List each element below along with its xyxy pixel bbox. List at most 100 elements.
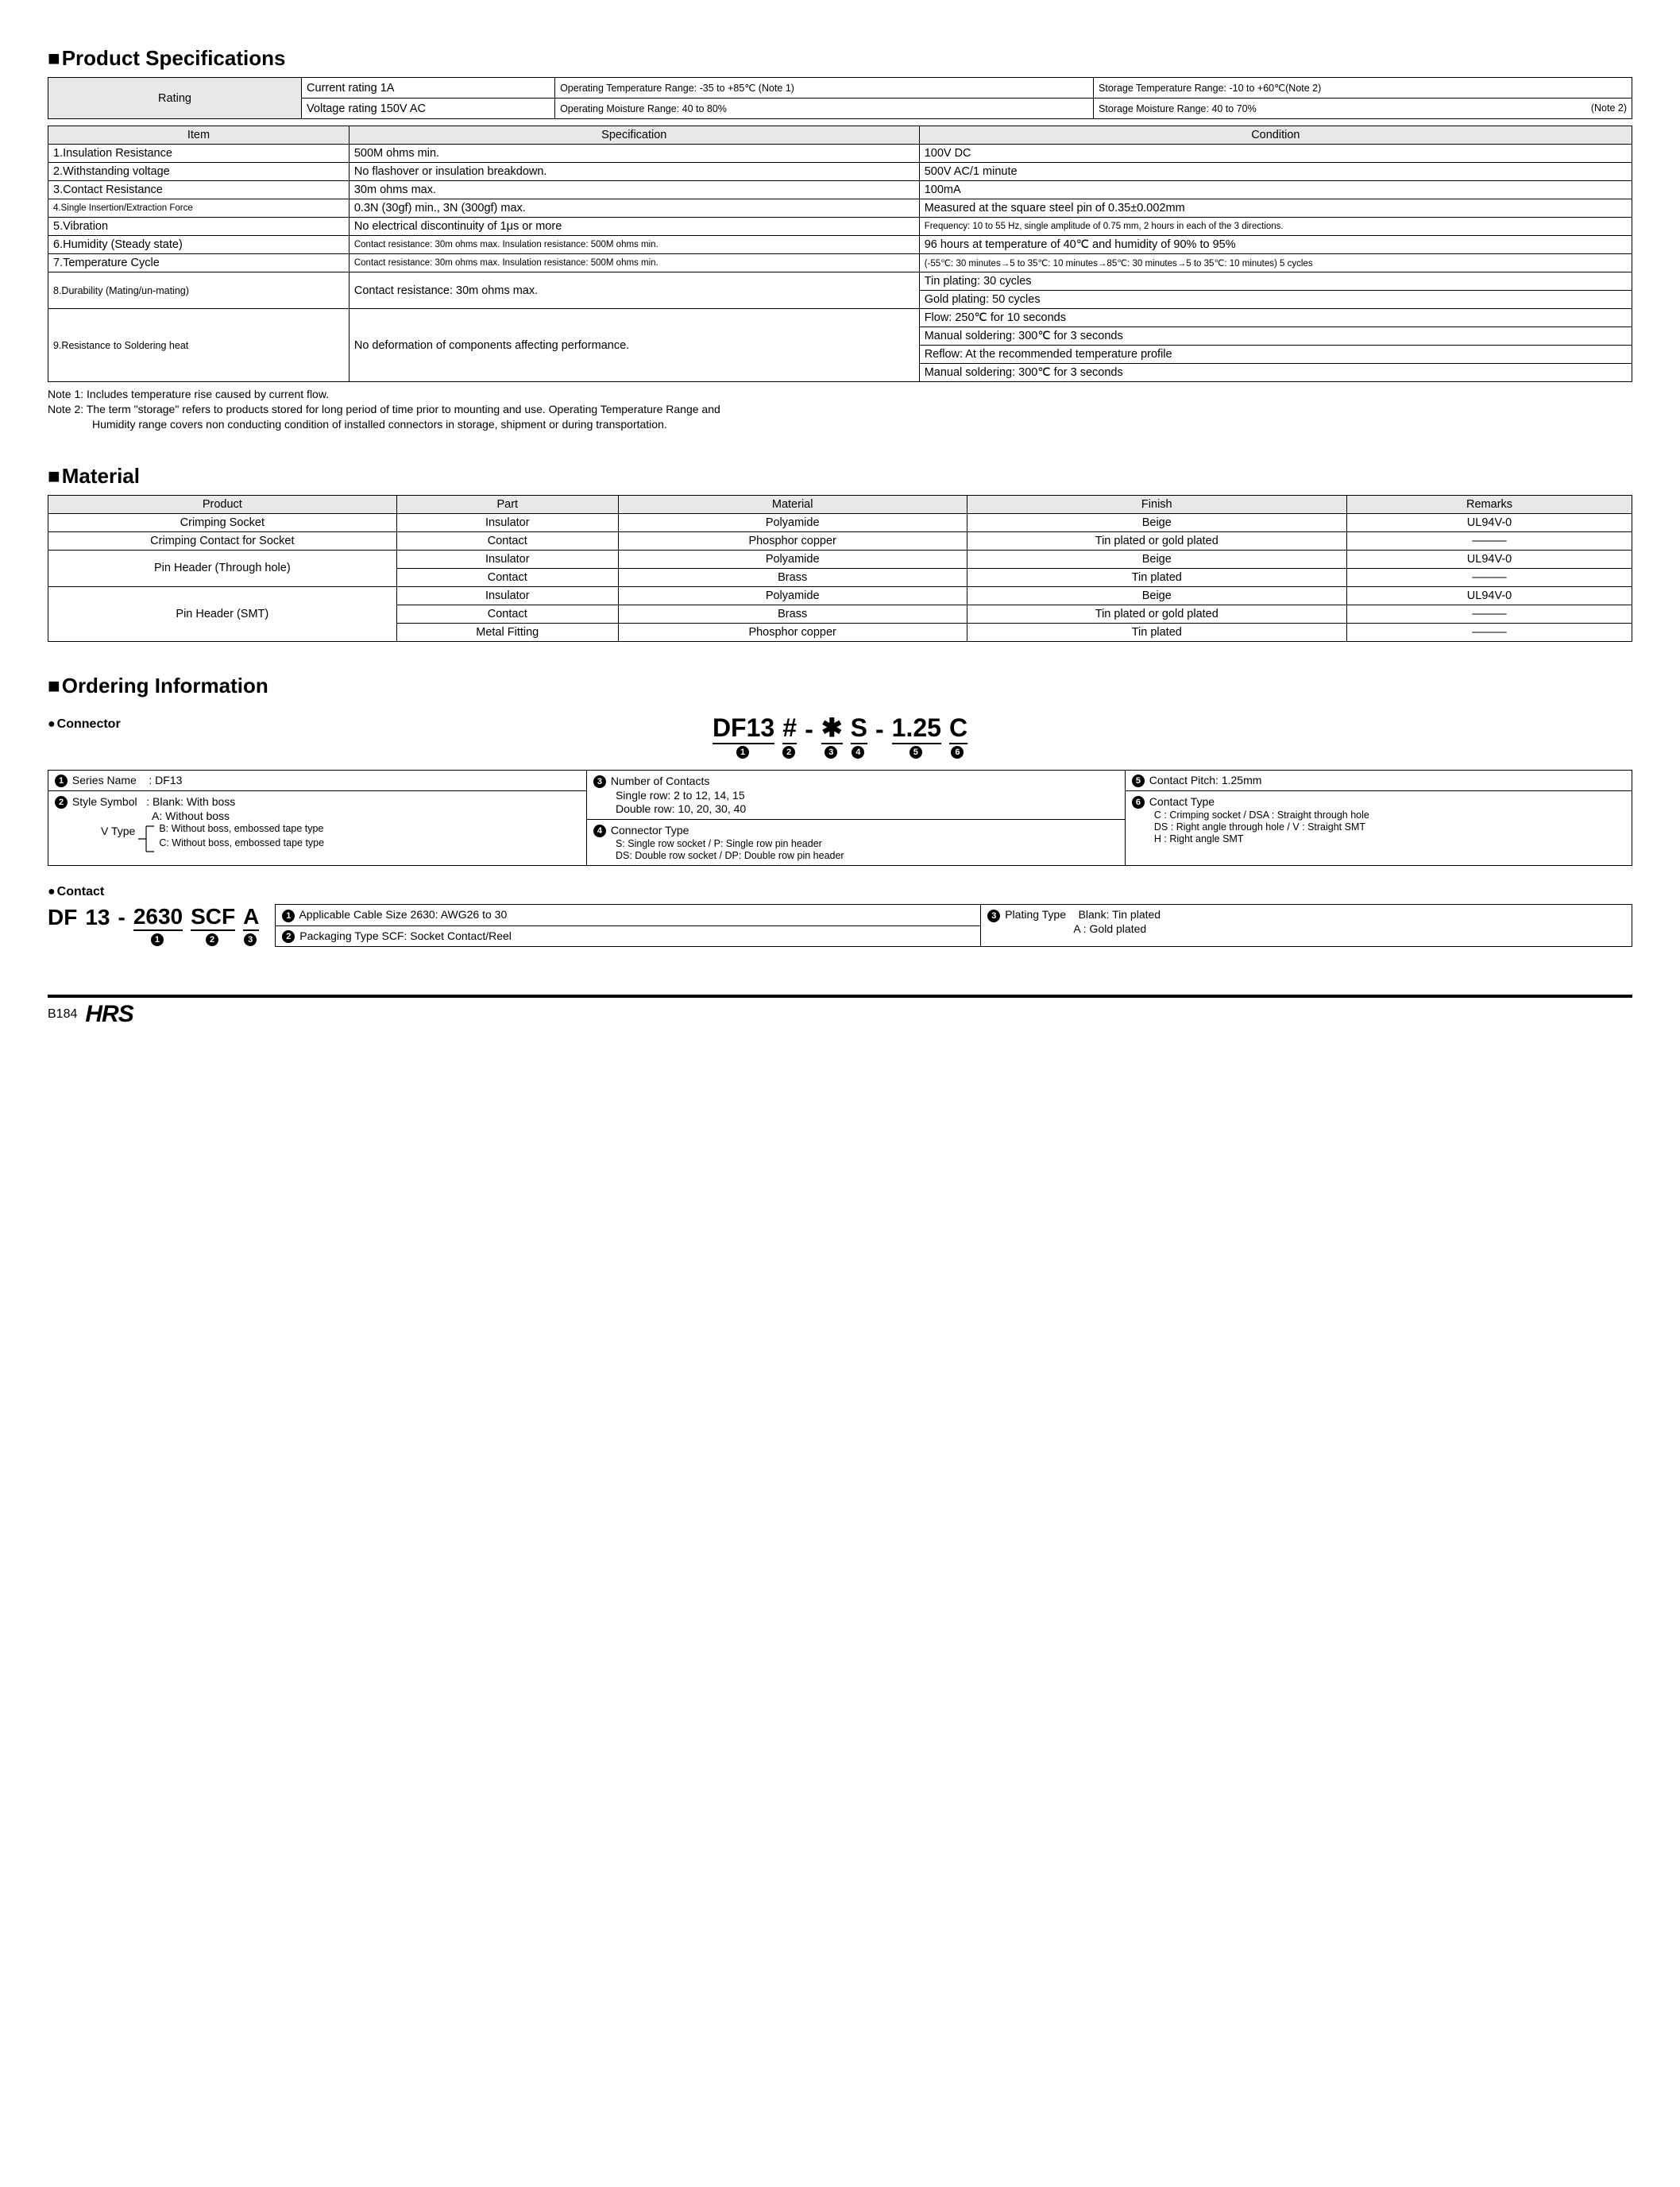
mat-cell: ——— [1347,568,1632,586]
rating-cell: Operating Temperature Range: -35 to +85℃… [555,78,1094,99]
note-1: Note 1: Includes temperature rise caused… [48,387,1632,402]
mat-cell: Tin plated [967,568,1347,586]
spec-item: 3.Contact Resistance [48,181,350,199]
spec-cond: Manual soldering: 300℃ for 3 seconds [919,327,1632,346]
mat-cell: Insulator [396,550,618,568]
spec-spec: Contact resistance: 30m ohms max. Insula… [349,236,919,254]
bracket-icon [135,823,159,855]
spec-cond: Tin plating: 30 cycles [919,272,1632,291]
legend-cell: 2 Packaging Type SCF: Socket Contact/Ree… [276,925,981,946]
spec-item: 9.Resistance to Soldering heat [48,309,350,382]
rating-cell: Operating Moisture Range: 40 to 80% [555,99,1094,119]
spec-spec: 30m ohms max. [349,181,919,199]
mat-cell: Phosphor copper [618,623,967,641]
mat-cell: Pin Header (SMT) [48,586,397,641]
note-2b: Humidity range covers non conducting con… [48,417,1632,432]
th-cond: Condition [919,126,1632,145]
spec-cond: Manual soldering: 300℃ for 3 seconds [919,364,1632,382]
spec-cond: Gold plating: 50 cycles [919,291,1632,309]
th: Finish [967,495,1347,513]
mat-cell: Polyamide [618,513,967,531]
mat-cell: ——— [1347,605,1632,623]
mat-cell: Beige [967,550,1347,568]
spec-spec: Contact resistance: 30m ohms max. [349,272,919,309]
legend-cell: 3 Number of Contacts Single row: 2 to 12… [586,770,1125,819]
contact-legend-table: 1 Applicable Cable Size 2630: AWG26 to 3… [275,904,1632,947]
spec-cond: 96 hours at temperature of 40℃ and humid… [919,236,1632,254]
spec-spec: No deformation of components affecting p… [349,309,919,382]
spec-cond: 100mA [919,181,1632,199]
th: Remarks [1347,495,1632,513]
spec-cond: 500V AC/1 minute [919,163,1632,181]
spec-spec: No flashover or insulation breakdown. [349,163,919,181]
legend-cell: 6 Contact Type C : Crimping socket / DSA… [1125,790,1632,865]
spec-cond: 100V DC [919,145,1632,163]
rating-cell: Storage Moisture Range: 40 to 70%(Note 2… [1094,99,1632,119]
mat-cell: Contact [396,605,618,623]
note-2a: Note 2: The term "storage" refers to pro… [48,402,1632,417]
mat-cell: Polyamide [618,550,967,568]
legend-cell: 5 Contact Pitch: 1.25mm [1125,770,1632,790]
mat-cell: Tin plated or gold plated [967,605,1347,623]
mat-cell: Crimping Contact for Socket [48,531,397,550]
contact-code: DF 13 - 26301 SCF2 A3 [48,904,259,946]
material-table: Product Part Material Finish Remarks Cri… [48,495,1632,642]
rating-cell: Voltage rating 150V AC [302,99,555,119]
mat-cell: UL94V-0 [1347,586,1632,605]
legend-cell: 1 Applicable Cable Size 2630: AWG26 to 3… [276,905,981,925]
section-material-title: Material [48,464,1632,489]
rating-table: Rating Current rating 1A Operating Tempe… [48,77,1632,119]
legend-cell: 3 Plating Type Blank: Tin plated A : Gol… [981,905,1632,947]
spec-spec: 500M ohms min. [349,145,919,163]
th: Part [396,495,618,513]
spec-item: 2.Withstanding voltage [48,163,350,181]
footer: B184 HRS [48,995,1632,1028]
mat-cell: Phosphor copper [618,531,967,550]
spec-item: 6.Humidity (Steady state) [48,236,350,254]
rating-header: Rating [48,78,302,119]
legend-cell: 1 Series Name : DF13 [48,770,587,790]
th: Material [618,495,967,513]
section-spec-title: Product Specifications [48,46,1632,71]
spec-cond: (-55℃: 30 minutes→5 to 35℃: 10 minutes→8… [919,254,1632,272]
mat-cell: ——— [1347,531,1632,550]
part-code: DF131 #2 - ✱3 S4 - 1.255 C6 [48,713,1632,760]
mat-cell: Brass [618,605,967,623]
th: Product [48,495,397,513]
spec-item: 5.Vibration [48,218,350,236]
mat-cell: Tin plated or gold plated [967,531,1347,550]
mat-cell: ——— [1347,623,1632,641]
contact-sub: Contact [48,885,1632,899]
spec-item: 8.Durability (Mating/un-mating) [48,272,350,309]
mat-cell: Beige [967,586,1347,605]
mat-cell: Contact [396,531,618,550]
spec-item: 7.Temperature Cycle [48,254,350,272]
spec-cond: Measured at the square steel pin of 0.35… [919,199,1632,218]
mat-cell: Tin plated [967,623,1347,641]
notes-block: Note 1: Includes temperature rise caused… [48,387,1632,432]
legend-cell: 2 Style Symbol : Blank: With boss A: Wit… [48,790,587,865]
spec-spec: 0.3N (30gf) min., 3N (300gf) max. [349,199,919,218]
spec-spec: No electrical discontinuity of 1μs or mo… [349,218,919,236]
mat-cell: Crimping Socket [48,513,397,531]
spec-cond: Reflow: At the recommended temperature p… [919,346,1632,364]
rating-cell: Current rating 1A [302,78,555,99]
legend-cell: 4 Connector Type S: Single row socket / … [586,819,1125,865]
spec-item: 4.Single Insertion/Extraction Force [48,199,350,218]
section-ordering-title: Ordering Information [48,674,1632,698]
th-item: Item [48,126,350,145]
mat-cell: Insulator [396,513,618,531]
mat-cell: Polyamide [618,586,967,605]
mat-cell: Insulator [396,586,618,605]
spec-item: 1.Insulation Resistance [48,145,350,163]
connector-legend-table: 1 Series Name : DF13 3 Number of Contact… [48,770,1632,867]
mat-cell: Metal Fitting [396,623,618,641]
spec-spec: Contact resistance: 30m ohms max. Insula… [349,254,919,272]
th-spec: Specification [349,126,919,145]
spec-cond: Flow: 250℃ for 10 seconds [919,309,1632,327]
hrs-logo: HRS [85,1001,133,1028]
rating-cell: Storage Temperature Range: -10 to +60℃(N… [1094,78,1632,99]
mat-cell: Brass [618,568,967,586]
mat-cell: Beige [967,513,1347,531]
spec-table: Item Specification Condition 1.Insulatio… [48,126,1632,382]
